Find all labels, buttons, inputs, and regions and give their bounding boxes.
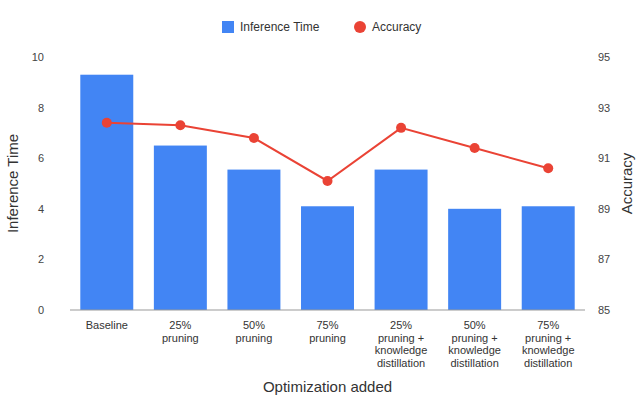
point bbox=[396, 123, 406, 133]
x-tick-label-line: pruning + bbox=[525, 332, 571, 344]
x-tick-label: 75%pruning bbox=[309, 319, 346, 344]
y-tick bbox=[66, 57, 70, 58]
point bbox=[175, 120, 185, 130]
bar bbox=[80, 75, 133, 310]
legend-swatch bbox=[222, 21, 234, 33]
y2-tick-label: 85 bbox=[598, 304, 610, 316]
y2-tick bbox=[585, 107, 589, 108]
point bbox=[102, 118, 112, 128]
x-tick-label-line: 75% bbox=[316, 319, 338, 331]
y2-tick bbox=[585, 57, 589, 58]
x-axis-title: Optimization added bbox=[263, 378, 392, 395]
point bbox=[249, 133, 259, 143]
x-tick-label: 50%pruning +knowledgedistillation bbox=[448, 319, 501, 369]
x-tick-label-line: pruning bbox=[309, 332, 346, 344]
x-tick-label-line: distillation bbox=[524, 357, 572, 369]
x-tick-label: 25%pruning +knowledgedistillation bbox=[375, 319, 428, 369]
y-tick-label: 2 bbox=[38, 253, 44, 265]
y-tick bbox=[66, 158, 70, 159]
legend-swatch bbox=[354, 21, 366, 33]
y-tick bbox=[66, 259, 70, 260]
y-tick-label: 4 bbox=[38, 203, 44, 215]
x-tick-label-line: knowledge bbox=[522, 344, 575, 356]
bar bbox=[301, 206, 354, 310]
y2-tick-label: 95 bbox=[598, 51, 610, 63]
y-tick-label: 6 bbox=[38, 152, 44, 164]
y-tick-label: 10 bbox=[32, 51, 44, 63]
y2-tick bbox=[585, 208, 589, 209]
x-tick-label: Baseline bbox=[86, 319, 128, 331]
x-tick-label-line: pruning bbox=[162, 332, 199, 344]
legend-label: Inference Time bbox=[240, 20, 320, 34]
y-tick bbox=[66, 208, 70, 209]
point bbox=[323, 176, 333, 186]
x-tick-label-line: 50% bbox=[464, 319, 486, 331]
y-tick-label: 0 bbox=[38, 304, 44, 316]
x-tick-label-line: Baseline bbox=[86, 319, 128, 331]
y2-tick bbox=[585, 158, 589, 159]
bar bbox=[154, 146, 207, 310]
y2-tick bbox=[585, 259, 589, 260]
x-tick-label-line: 25% bbox=[169, 319, 191, 331]
x-tick-label-line: 25% bbox=[390, 319, 412, 331]
line bbox=[107, 123, 548, 181]
y-tick-label: 8 bbox=[38, 102, 44, 114]
x-tick-label-line: 50% bbox=[243, 319, 265, 331]
plot-marks bbox=[80, 75, 574, 310]
bar bbox=[227, 170, 280, 310]
point bbox=[470, 143, 480, 153]
y2-tick-label: 91 bbox=[598, 152, 610, 164]
x-tick-label-line: 75% bbox=[537, 319, 559, 331]
x-tick-label: 75%pruning +knowledgedistillation bbox=[522, 319, 575, 369]
x-tick-label-line: pruning + bbox=[378, 332, 424, 344]
y-axis-title: Inference Time bbox=[4, 134, 21, 233]
y2-tick bbox=[585, 310, 589, 311]
y2-tick-label: 87 bbox=[598, 253, 610, 265]
x-tick-label: 25%pruning bbox=[162, 319, 199, 344]
x-axis-line bbox=[70, 310, 585, 311]
y2-tick-label: 89 bbox=[598, 203, 610, 215]
x-tick-label-line: knowledge bbox=[375, 344, 428, 356]
point bbox=[543, 163, 553, 173]
bar bbox=[375, 170, 428, 310]
y-tick bbox=[66, 310, 70, 311]
x-tick-label: 50%pruning bbox=[236, 319, 273, 344]
bar bbox=[522, 206, 575, 310]
y-tick bbox=[66, 107, 70, 108]
x-tick-label-line: distillation bbox=[377, 357, 425, 369]
chart: 0246810858789919395Baseline25%pruning50%… bbox=[0, 0, 640, 398]
bar bbox=[448, 209, 501, 310]
y2-tick-label: 93 bbox=[598, 102, 610, 114]
x-tick-label-line: distillation bbox=[450, 357, 498, 369]
legend-label: Accuracy bbox=[372, 20, 421, 34]
y2-axis-title: Accuracy bbox=[618, 152, 635, 214]
x-tick-label-line: pruning bbox=[236, 332, 273, 344]
x-tick-label-line: knowledge bbox=[448, 344, 501, 356]
x-tick-label-line: pruning + bbox=[452, 332, 498, 344]
